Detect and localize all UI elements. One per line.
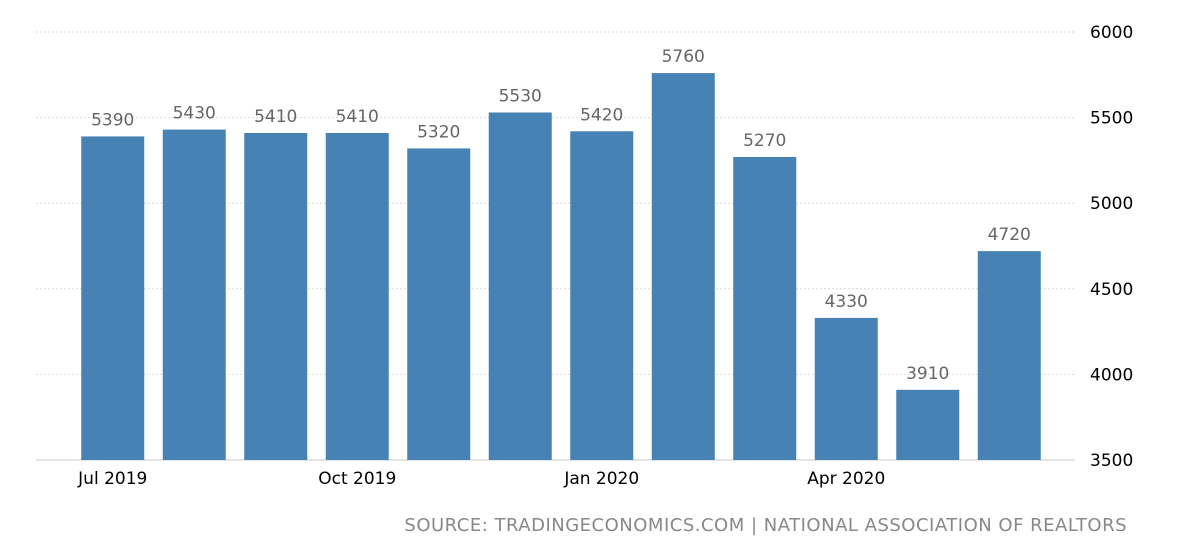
bar	[570, 131, 634, 460]
bar	[488, 112, 552, 461]
bar	[733, 156, 797, 460]
data-label: 5410	[254, 107, 297, 127]
y-tick-label: 3500	[1090, 451, 1133, 471]
data-label: 4720	[988, 225, 1031, 245]
y-axis: 3500 4000 4500 5000 5500 6000	[1090, 23, 1133, 471]
bars	[81, 73, 1041, 461]
bar	[896, 389, 960, 460]
bar	[814, 317, 878, 460]
data-labels: 5390 5430 5410 5410 5320 5530 5420 5760 5270 4330…	[91, 47, 1031, 384]
data-label: 5270	[743, 131, 786, 151]
bar	[81, 136, 145, 460]
x-tick-label: Jul 2019	[77, 469, 147, 489]
data-label: 5420	[580, 105, 623, 125]
x-tick-label: Oct 2019	[318, 469, 396, 489]
data-label: 5530	[499, 86, 542, 106]
y-tick-label: 5000	[1090, 194, 1133, 214]
data-label: 5410	[336, 107, 379, 127]
y-tick-label: 6000	[1090, 23, 1133, 43]
y-tick-label: 5500	[1090, 109, 1133, 129]
bar	[407, 148, 471, 460]
y-tick-label: 4500	[1090, 280, 1133, 300]
data-label: 5390	[91, 110, 134, 130]
data-label: 3910	[906, 364, 949, 384]
bar	[651, 73, 715, 460]
x-tick-label: Jan 2020	[563, 469, 639, 489]
bar	[244, 133, 308, 460]
x-axis: Jul 2019 Oct 2019 Jan 2020 Apr 2020	[77, 469, 885, 489]
bar	[325, 133, 389, 460]
bar	[162, 129, 226, 461]
bar	[977, 251, 1041, 460]
source-caption: SOURCE: TRADINGECONOMICS.COM | NATIONAL …	[404, 515, 1127, 536]
data-label: 5760	[662, 47, 705, 67]
y-tick-label: 4000	[1090, 365, 1133, 385]
x-tick-label: Apr 2020	[807, 469, 885, 489]
data-label: 4330	[825, 292, 868, 312]
data-label: 5320	[417, 122, 460, 142]
data-label: 5430	[173, 104, 216, 124]
